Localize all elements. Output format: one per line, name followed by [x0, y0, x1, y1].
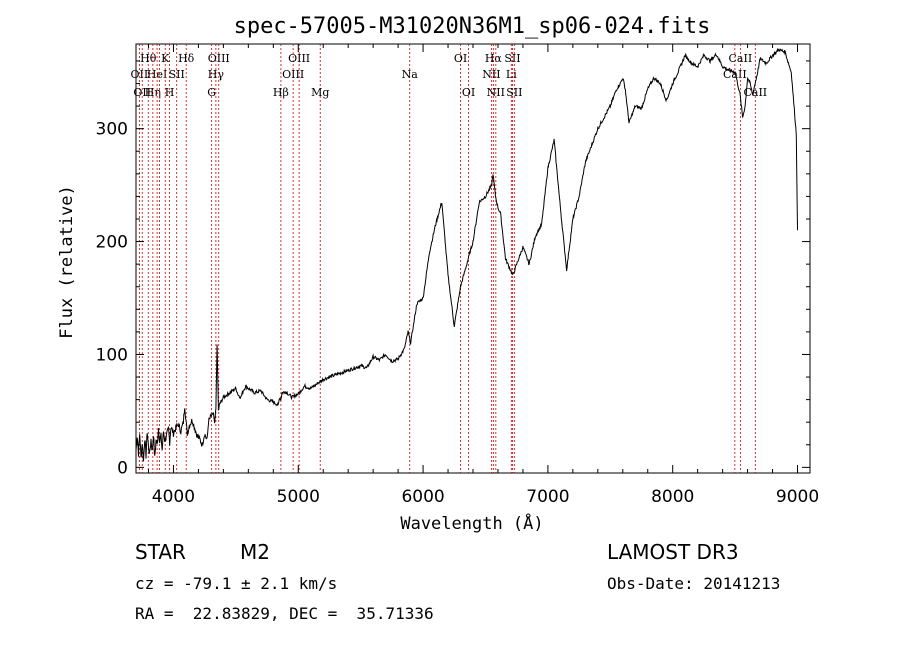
- x-tick-label: 9000: [776, 487, 819, 507]
- object-class: STAR: [135, 540, 186, 564]
- marker-label: SII: [504, 52, 520, 65]
- spectrum-line: [135, 47, 798, 462]
- y-tick-label: 100: [96, 345, 128, 365]
- marker-label: Mg: [311, 86, 329, 99]
- marker-label: Hα: [485, 52, 503, 65]
- marker-label: OII: [133, 86, 151, 99]
- marker-label: OI: [462, 86, 475, 99]
- x-axis-label: Wavelength (Å): [400, 512, 543, 534]
- marker-label: Na: [402, 68, 419, 81]
- marker-label: Hδ: [178, 52, 195, 65]
- plot-frame: [135, 43, 811, 474]
- y-axis-label: Flux (relative): [57, 185, 77, 339]
- chart-title: spec-57005-M31020N36M1_sp06-024.fits: [234, 14, 711, 39]
- y-tick-label: 200: [96, 233, 128, 253]
- marker-label: K: [161, 52, 170, 65]
- x-tick-label: 5000: [277, 487, 320, 507]
- y-tick-label: 300: [96, 120, 128, 140]
- survey-name: LAMOST DR3: [607, 540, 739, 564]
- redshift-line: cz = -79.1 ± 2.1 km/s: [135, 574, 338, 593]
- marker-label: G: [207, 86, 216, 99]
- marker-label: OIII: [208, 52, 230, 65]
- x-tick-label: 8000: [651, 487, 694, 507]
- marker-label: CaII: [729, 52, 753, 65]
- y-tick-label: 0: [117, 458, 128, 478]
- marker-label: H: [165, 86, 175, 99]
- marker-label: CaII: [743, 86, 767, 99]
- marker-label: Li: [506, 68, 517, 81]
- marker-label: SII: [506, 86, 522, 99]
- subclass: M2: [240, 540, 270, 564]
- emission-line-markers: OII OII Hθ Hη HeI K H SII Hδ G Hγ OIII Hβ OIII OIII Mg N…: [131, 44, 767, 473]
- x-tick-label: 6000: [401, 487, 444, 507]
- marker-label: OIII: [288, 52, 310, 65]
- marker-label: OI: [454, 52, 467, 65]
- marker-label: Hγ: [208, 68, 225, 81]
- axis-ticks: 4000 5000 6000 7000 8000 9000 0 100 200 300: [96, 44, 819, 507]
- marker-label: Hη: [145, 86, 161, 99]
- x-tick-label: 4000: [152, 487, 195, 507]
- marker-label: OII: [131, 68, 149, 81]
- marker-label: NII: [482, 68, 500, 81]
- marker-label: CaII: [723, 68, 747, 81]
- marker-label: NII: [487, 86, 505, 99]
- x-tick-label: 7000: [526, 487, 569, 507]
- marker-label: SII: [169, 68, 185, 81]
- marker-label: Hβ: [273, 86, 289, 99]
- marker-label: Hθ: [140, 52, 157, 65]
- coordinates-line: RA = 22.83829, DEC = 35.71336: [135, 604, 434, 623]
- marker-label: HeI: [147, 68, 167, 81]
- marker-label: OIII: [282, 68, 304, 81]
- obs-date-line: Obs-Date: 20141213: [607, 574, 781, 593]
